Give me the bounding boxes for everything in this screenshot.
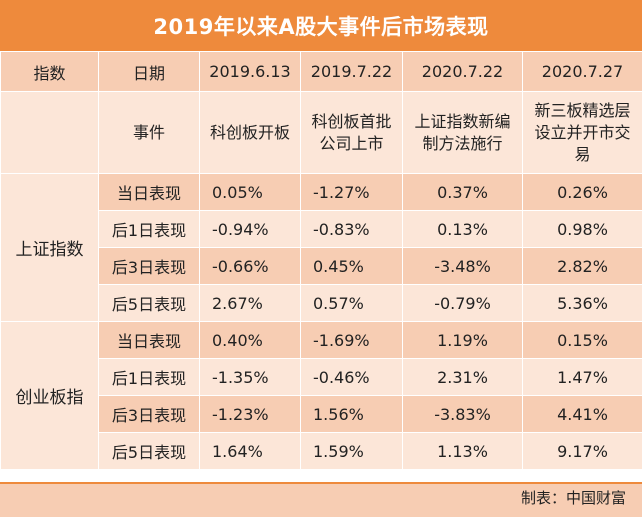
- table-row: 后1日表现 -1.35% -0.46% 2.31% 1.47%: [0, 358, 642, 396]
- event-2: 科创板首批 公司上市: [300, 91, 403, 174]
- event-3-line-1: 上证指数新编: [414, 111, 511, 131]
- group-label-chinext: 创业板指: [0, 321, 99, 470]
- event-blank-cell: [0, 91, 99, 174]
- row-label: 后3日表现: [98, 395, 200, 433]
- event-2-line-2: 公司上市: [319, 133, 384, 153]
- table-cell: 2.31%: [402, 358, 523, 396]
- header-index: 指数: [0, 51, 99, 92]
- event-3-line-2: 制方法施行: [422, 133, 503, 153]
- table-row: 创业板指 当日表现 0.40% -1.69% 1.19% 0.15%: [0, 321, 642, 470]
- table-cell: 2.82%: [522, 247, 642, 285]
- table-cell: 0.37%: [402, 173, 523, 211]
- table-cell: 0.05%: [199, 173, 301, 211]
- table-cell: 0.13%: [402, 210, 523, 248]
- header-date-4: 2020.7.27: [522, 51, 642, 92]
- header-row: 指数 日期 2019.6.13 2019.7.22 2020.7.22 2020…: [0, 51, 642, 92]
- table-cell: 4.41%: [522, 395, 642, 433]
- group-label-sse: 上证指数: [0, 173, 99, 322]
- table-cell: -0.46%: [300, 358, 403, 396]
- table-cell: -1.35%: [199, 358, 301, 396]
- table-cell: -0.79%: [402, 284, 523, 322]
- event-4: 新三板精选层 设立并开市交易: [522, 91, 642, 174]
- event-4-line-3: 易: [574, 144, 591, 164]
- table-cell: 0.98%: [522, 210, 642, 248]
- header-date: 日期: [98, 51, 200, 92]
- table-cell: 5.36%: [522, 284, 642, 322]
- table-row: 后5日表现 1.64% 1.59% 1.13% 9.17%: [0, 432, 642, 470]
- header-date-2: 2019.7.22: [300, 51, 403, 92]
- row-label: 后5日表现: [98, 284, 200, 322]
- market-performance-table: 指数 日期 2019.6.13 2019.7.22 2020.7.22 2020…: [0, 51, 642, 470]
- table-cell: 0.26%: [522, 173, 642, 211]
- table-cell: 1.47%: [522, 358, 642, 396]
- table-cell: -1.23%: [199, 395, 301, 433]
- table-cell: -3.48%: [402, 247, 523, 285]
- table-cell: -0.83%: [300, 210, 403, 248]
- row-label: 后1日表现: [98, 358, 200, 396]
- header-date-1: 2019.6.13: [199, 51, 301, 92]
- row-label: 当日表现: [98, 173, 200, 211]
- table-cell: 1.19%: [402, 321, 523, 359]
- event-2-line-1: 科创板首批: [311, 111, 392, 131]
- source-credit: 制表：中国财富: [520, 489, 626, 507]
- table-cell: -1.69%: [300, 321, 403, 359]
- table-cell: 0.45%: [300, 247, 403, 285]
- table-cell: -3.83%: [402, 395, 523, 433]
- table-title: 2019年以来A股大事件后市场表现: [0, 0, 642, 51]
- table-cell: -0.66%: [199, 247, 301, 285]
- table-cell: 2.67%: [199, 284, 301, 322]
- row-label: 后1日表现: [98, 210, 200, 248]
- event-row: 事件 科创板开板 科创板首批 公司上市 上证指数新编 制方法施行 新三板精选层 设立并…: [0, 91, 642, 174]
- table-cell: 1.64%: [199, 432, 301, 470]
- table-cell: 1.13%: [402, 432, 523, 470]
- event-3: 上证指数新编 制方法施行: [402, 91, 523, 174]
- table-row: 上证指数 当日表现 0.05% -1.27% 0.37% 0.26%: [0, 173, 642, 322]
- table-cell: 1.56%: [300, 395, 403, 433]
- event-1: 科创板开板: [199, 91, 301, 174]
- header-date-3: 2020.7.22: [402, 51, 523, 92]
- table-row: 后3日表现 -1.23% 1.56% -3.83% 4.41%: [0, 395, 642, 433]
- table-cell: 0.57%: [300, 284, 403, 322]
- row-label: 当日表现: [98, 321, 200, 359]
- table-cell: 1.59%: [300, 432, 403, 470]
- event-label: 事件: [98, 91, 200, 174]
- event-4-line-2: 设立并开市交: [534, 122, 631, 142]
- row-label: 后3日表现: [98, 247, 200, 285]
- table-cell: -1.27%: [300, 173, 403, 211]
- table-cell: 0.40%: [199, 321, 301, 359]
- row-label: 后5日表现: [98, 432, 200, 470]
- table-row: 后5日表现 2.67% 0.57% -0.79% 5.36%: [0, 284, 642, 322]
- event-1-line-1: 科创板开板: [209, 122, 290, 142]
- table-row: 后3日表现 -0.66% 0.45% -3.48% 2.82%: [0, 247, 642, 285]
- event-4-line-1: 新三板精选层: [534, 100, 631, 120]
- source-footer: 制表：中国财富: [0, 482, 642, 517]
- footer-divider: [0, 482, 642, 484]
- table-cell: 0.15%: [522, 321, 642, 359]
- table-cell: 9.17%: [522, 432, 642, 470]
- table-cell: -0.94%: [199, 210, 301, 248]
- table-row: 后1日表现 -0.94% -0.83% 0.13% 0.98%: [0, 210, 642, 248]
